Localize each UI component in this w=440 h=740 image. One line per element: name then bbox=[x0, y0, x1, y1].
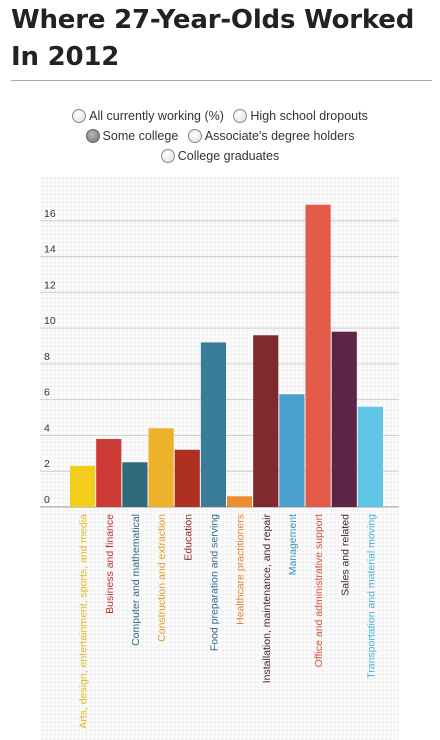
bar[interactable] bbox=[122, 462, 148, 507]
radio-button-selected[interactable] bbox=[85, 129, 100, 143]
x-category-label: Education bbox=[182, 514, 194, 561]
option-label: College graduates bbox=[177, 149, 280, 163]
y-tick-label: 16 bbox=[44, 208, 56, 220]
bar[interactable] bbox=[253, 335, 279, 507]
bar[interactable] bbox=[70, 465, 96, 507]
bar[interactable] bbox=[174, 449, 200, 507]
radio-button[interactable] bbox=[187, 129, 202, 143]
radio-button[interactable] bbox=[233, 109, 248, 123]
radio-button[interactable] bbox=[160, 149, 175, 163]
bar[interactable] bbox=[279, 394, 305, 507]
selector-row-1: All currently working (%) High school dr… bbox=[20, 106, 420, 126]
selector-row-3: College graduates bbox=[20, 146, 420, 166]
bar[interactable] bbox=[148, 428, 174, 507]
bar[interactable] bbox=[331, 331, 357, 507]
bar[interactable] bbox=[227, 496, 253, 507]
y-tick-label: 2 bbox=[44, 458, 50, 470]
x-category-label: Computer and mathematical bbox=[130, 514, 142, 646]
option-college-graduates[interactable]: College graduates bbox=[160, 146, 280, 166]
x-category-label: Installation, maintenance, and repair bbox=[261, 514, 273, 684]
y-tick-label: 12 bbox=[44, 279, 56, 291]
x-category-label: Transportation and material moving bbox=[365, 514, 377, 679]
y-tick-label: 4 bbox=[44, 422, 50, 434]
bar[interactable] bbox=[96, 439, 122, 507]
selector-row-2: Some college Associate's degree holders bbox=[20, 126, 420, 146]
option-some-college[interactable]: Some college bbox=[85, 126, 179, 146]
title-divider bbox=[11, 80, 432, 81]
x-category-label: Business and finance bbox=[104, 514, 116, 614]
dataset-selector: All currently working (%) High school dr… bbox=[20, 106, 420, 166]
x-category-label: Construction and extraction bbox=[156, 514, 168, 642]
option-label: High school dropouts bbox=[250, 109, 368, 123]
x-category-label: Management bbox=[287, 514, 299, 575]
x-category-label: Healthcare practitioners bbox=[235, 514, 247, 625]
y-tick-label: 0 bbox=[44, 494, 50, 506]
option-all-currently-working[interactable]: All currently working (%) bbox=[72, 106, 224, 126]
option-label: Associate's degree holders bbox=[204, 129, 355, 143]
y-tick-label: 14 bbox=[44, 244, 56, 256]
x-category-label: Arts, design, entertainment, sports, and… bbox=[78, 514, 90, 729]
bar[interactable] bbox=[305, 204, 331, 507]
x-category-label: Sales and related bbox=[339, 514, 351, 596]
option-associates-degree-holders[interactable]: Associate's degree holders bbox=[187, 126, 355, 146]
radio-button[interactable] bbox=[72, 109, 87, 123]
y-tick-label: 8 bbox=[44, 351, 50, 363]
x-category-label: Food preparation and serving bbox=[208, 514, 220, 651]
option-label: All currently working (%) bbox=[89, 109, 224, 123]
bar[interactable] bbox=[200, 342, 226, 507]
option-high-school-dropouts[interactable]: High school dropouts bbox=[233, 106, 368, 126]
page-title: Where 27-Year-Olds Worked In 2012 bbox=[11, 5, 415, 72]
option-label: Some college bbox=[102, 129, 179, 143]
bar[interactable] bbox=[357, 406, 383, 507]
x-category-label: Office and administrative support bbox=[313, 514, 325, 667]
y-tick-label: 6 bbox=[44, 387, 50, 399]
y-tick-label: 10 bbox=[44, 315, 56, 327]
